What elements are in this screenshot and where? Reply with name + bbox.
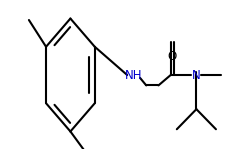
Text: N: N <box>192 69 201 81</box>
Text: NH: NH <box>125 69 143 81</box>
Text: O: O <box>168 50 177 63</box>
